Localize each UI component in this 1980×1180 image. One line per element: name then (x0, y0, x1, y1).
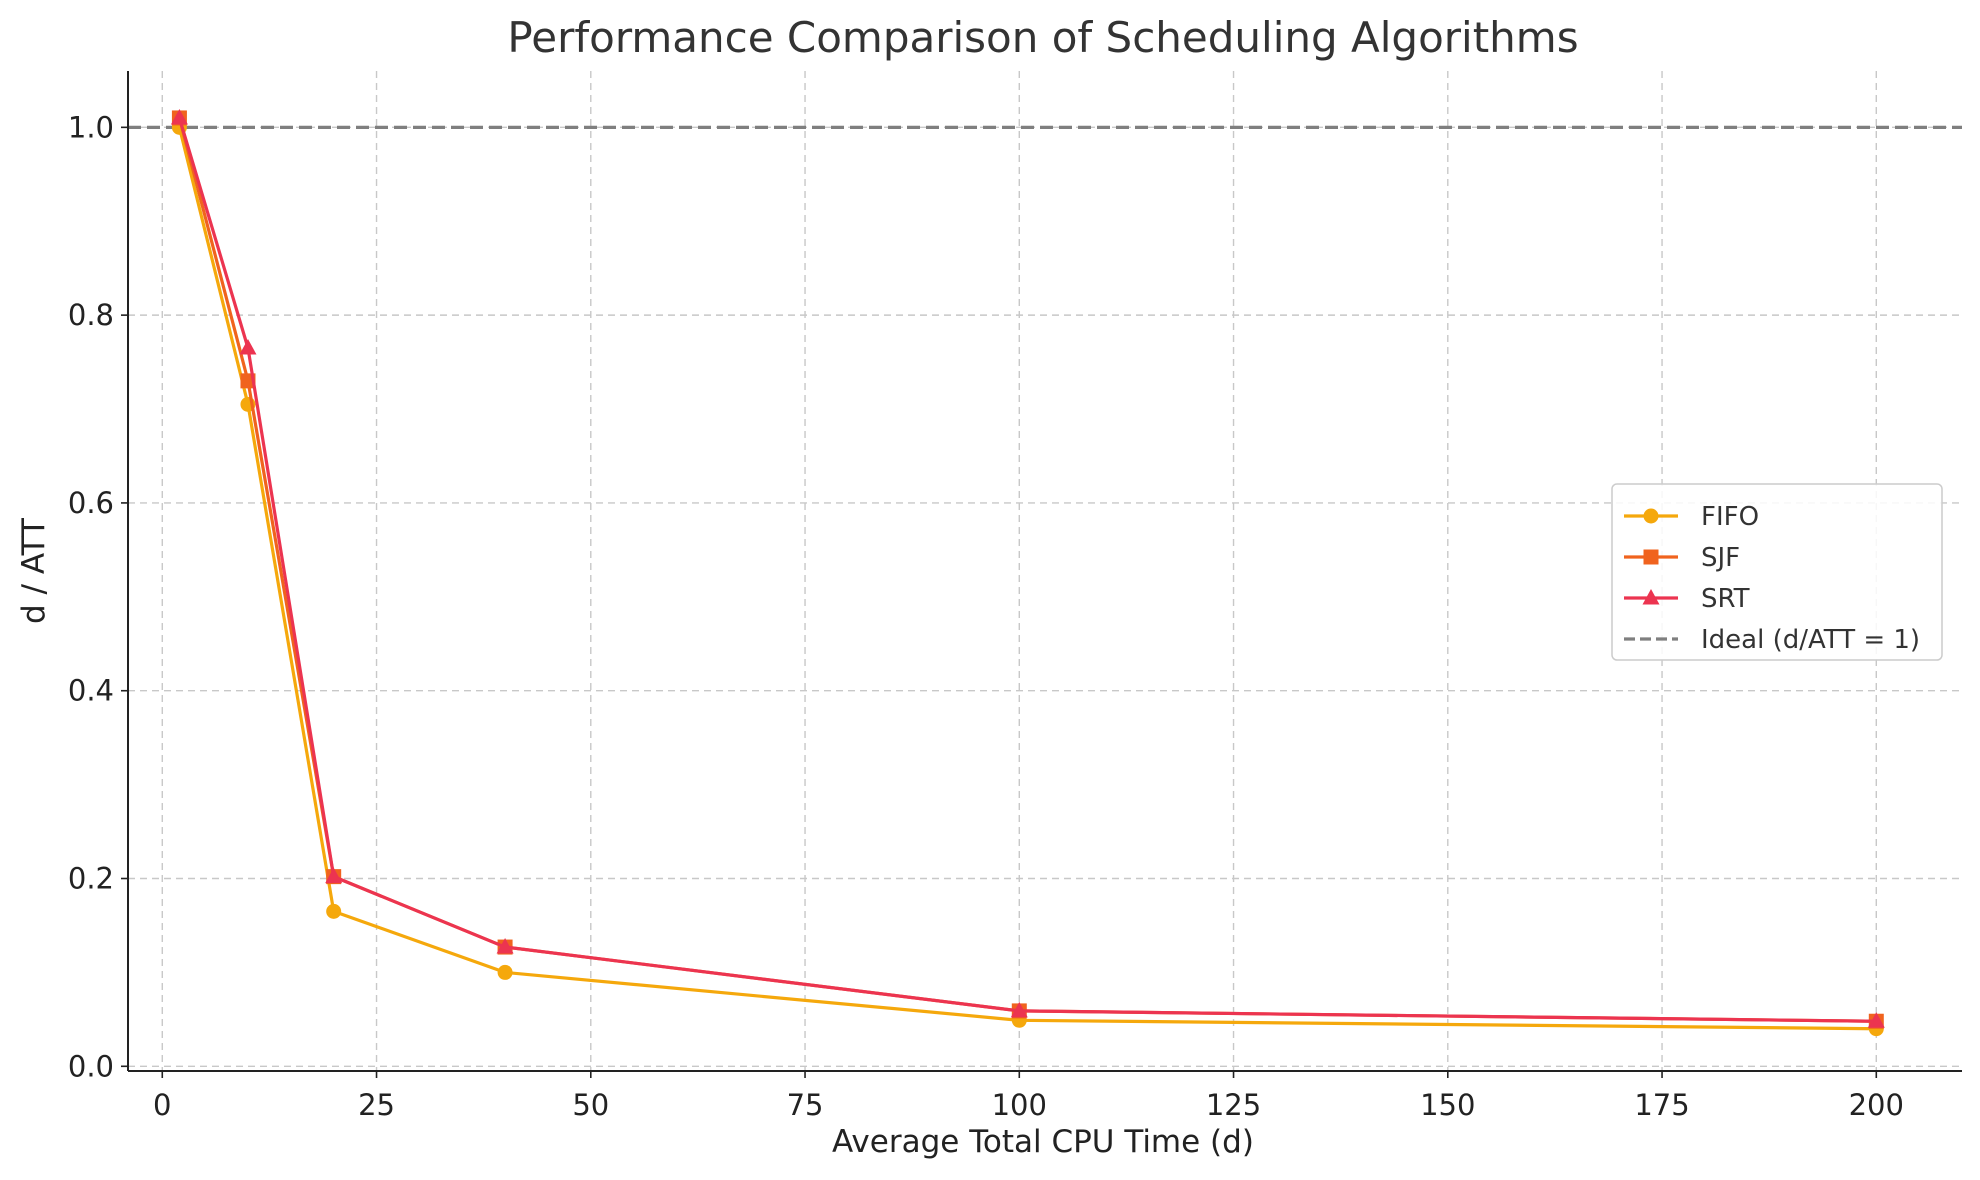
legend-box (1611, 483, 1943, 661)
y-tick-label: 0.4 (68, 674, 114, 708)
legend-entry-fifo: FIFO (1624, 502, 1759, 532)
series-line-fifo (177, 126, 1877, 1031)
data-point-fifo (326, 903, 342, 919)
y-tick-label: 0.6 (68, 486, 114, 520)
x-tick-label: 50 (572, 1088, 609, 1122)
series-layer (170, 108, 1885, 1037)
y-tick-label: 0.0 (68, 1049, 114, 1083)
data-point-srt (325, 867, 343, 884)
x-tick-label: 200 (1849, 1088, 1904, 1122)
legend-label: Ideal (d/ATT = 1) (1701, 625, 1920, 655)
legend-label: SRT (1701, 584, 1750, 614)
data-point-srt (1010, 1001, 1028, 1018)
x-tick-label: 125 (1206, 1088, 1261, 1122)
data-point-srt (1867, 1012, 1885, 1028)
legend: FIFO SJF SRT Ideal (d/ATT = 1) (1611, 483, 1943, 661)
legend-label: SJF (1701, 543, 1740, 573)
y-axis-label: d / ATT (16, 517, 52, 624)
legend-entry-sjf: SJF (1624, 543, 1740, 573)
x-tick-label: 150 (1420, 1088, 1475, 1122)
y-tick-label: 0.2 (68, 862, 114, 896)
axes (121, 71, 1962, 1078)
x-tick-label: 25 (358, 1088, 395, 1122)
y-tick-label: 0.8 (68, 298, 114, 332)
data-point-srt (239, 338, 257, 355)
legend-swatch-marker (1643, 549, 1659, 565)
legend-entry-ideal: Ideal (d/ATT = 1) (1624, 625, 1920, 655)
x-axis-label: Average Total CPU Time (d) (832, 1124, 1254, 1160)
legend-label: FIFO (1701, 502, 1759, 532)
data-point-srt (170, 108, 188, 125)
tick-labels: 0 25 50 75 100 125 150 175 200 0.0 0.2 0.4 0.6 0.8 1.0 (68, 110, 1904, 1122)
data-point-fifo (497, 964, 513, 980)
y-tick-label: 1.0 (68, 110, 114, 144)
x-tick-label: 0 (153, 1088, 171, 1122)
legend-swatch-marker (1642, 589, 1660, 605)
x-tick-label: 175 (1634, 1088, 1689, 1122)
series-srt (170, 108, 1885, 1028)
series-line-srt (177, 117, 1877, 1023)
x-tick-label: 100 (992, 1088, 1047, 1122)
x-tick-label: 75 (787, 1088, 824, 1122)
legend-entry-srt: SRT (1624, 584, 1750, 614)
legend-swatch-marker (1643, 508, 1659, 524)
data-point-srt (496, 938, 514, 954)
chart-title: Performance Comparison of Scheduling Alg… (507, 13, 1578, 62)
